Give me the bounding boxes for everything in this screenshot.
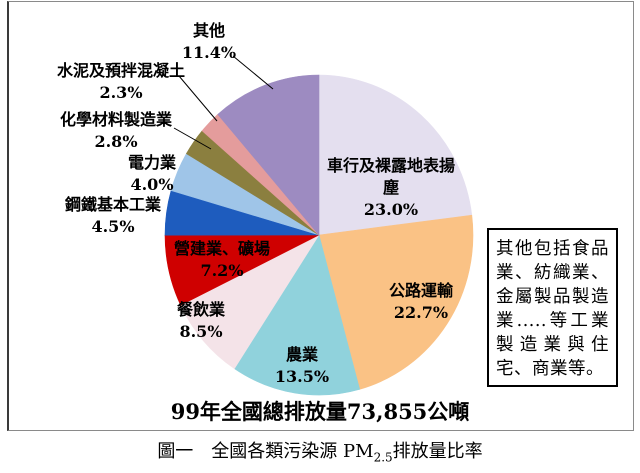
slice-label-steel-industry: 鋼鐵基本工業 4.5% [65, 194, 161, 238]
slice-label-chemical-pct: 2.8% [94, 132, 138, 151]
slice-label-road-transport: 公路運輸 22.7% [389, 280, 453, 324]
slice-label-cement-concrete: 水泥及預拌混凝土 2.3% [57, 60, 185, 104]
slice-label-agriculture: 農業 13.5% [275, 344, 329, 388]
slice-label-construction-name: 營建業、礦場 [173, 239, 271, 258]
slice-label-road-pct: 22.7% [393, 303, 449, 322]
figure-caption-subscript: 2.5 [373, 450, 393, 465]
leader-line-chemical [173, 127, 212, 150]
slice-label-vehicle-name-line2: 塵 [382, 178, 400, 197]
slice-label-power-industry: 電力業 4.0% [128, 152, 176, 196]
slice-label-cement-name: 水泥及預拌混凝土 [56, 61, 186, 80]
slice-label-agriculture-name: 農業 [285, 345, 319, 364]
pie-slice-agriculture [233, 234, 361, 396]
slice-label-power-name: 電力業 [127, 153, 177, 172]
slice-label-other-name: 其他 [192, 21, 226, 40]
figure-caption-suffix: 排放量比率 [392, 441, 483, 462]
slice-label-chemical-name: 化學材料製造業 [59, 110, 173, 129]
pie-slice-vehicle-dust [318, 74, 473, 236]
slice-label-restaurant-name: 餐飲業 [176, 300, 226, 319]
slice-label-construction-mining: 營建業、礦場 7.2% [174, 238, 270, 282]
other-category-note-text: 其他包括食品業、紡織業、金屬製品製造業.....等工業製造業與住宅、商業等。 [496, 239, 609, 379]
total-emissions-label: 99年全國總排放量73,855公噸 [170, 399, 470, 424]
slice-label-steel-pct: 4.5% [91, 217, 135, 236]
slice-label-agriculture-pct: 13.5% [274, 367, 330, 386]
slice-label-chemical-materials: 化學材料製造業 2.8% [60, 109, 172, 153]
leader-line-other [232, 55, 274, 90]
leader-line-cement [178, 75, 218, 122]
pie-slices [164, 74, 474, 396]
slice-label-vehicle-name-line1: 車行及裸露地表揚 [326, 156, 456, 175]
pie-slice-other [217, 74, 320, 236]
slice-label-restaurant-pct: 8.5% [179, 322, 223, 341]
pie-slice-restaurants [180, 234, 320, 370]
slice-label-other: 其他 11.4% [182, 20, 236, 64]
slice-label-road-name: 公路運輸 [388, 281, 454, 300]
slice-label-steel-name: 鋼鐵基本工業 [64, 195, 162, 214]
slice-label-construction-pct: 7.2% [200, 261, 244, 280]
slice-label-restaurants: 餐飲業 8.5% [177, 299, 225, 343]
figure-caption-prefix: 圖一 全國各類污染源 PM [157, 441, 374, 462]
slice-label-vehicle-pct: 23.0% [363, 200, 419, 219]
slice-label-power-pct: 4.0% [130, 175, 174, 194]
figure-caption: 圖一 全國各類污染源 PM2.5排放量比率 [0, 440, 640, 470]
slice-label-cement-pct: 2.3% [99, 83, 143, 102]
slice-label-vehicle-dust: 車行及裸露地表揚 塵 23.0% [327, 155, 455, 221]
slice-label-other-pct: 11.4% [181, 43, 237, 62]
other-category-note-box: 其他包括食品業、紡織業、金屬製品製造業.....等工業製造業與住宅、商業等。 [487, 228, 618, 387]
pie-slice-road-transport [318, 214, 474, 390]
